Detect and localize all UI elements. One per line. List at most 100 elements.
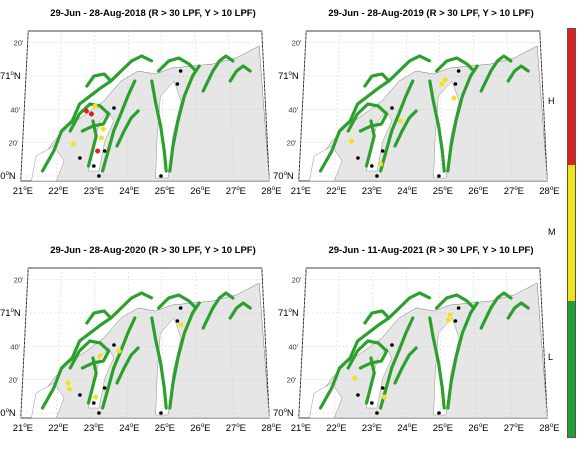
low-risk-coast — [318, 54, 432, 173]
graticule-lon — [161, 30, 163, 182]
graticule-lon — [298, 267, 307, 419]
graticule-lon — [334, 267, 340, 419]
low-risk-coast — [201, 291, 235, 330]
farm-site — [437, 174, 441, 178]
risk-marker-M — [446, 317, 452, 323]
lon-tick-label: 24oE — [397, 186, 417, 197]
lat-minor-label: 20' — [292, 276, 302, 285]
risk-marker-M — [116, 348, 122, 354]
low-risk-coast — [435, 293, 476, 310]
lon-tick-label: 28oE — [539, 423, 559, 434]
farm-site — [356, 156, 360, 160]
lon-tick-label: 26oE — [190, 186, 210, 197]
risk-marker-M — [100, 126, 106, 132]
low-risk-coast — [115, 109, 140, 148]
risk-marker-H — [88, 111, 94, 117]
risk-marker-M — [439, 81, 445, 87]
farm-site — [175, 319, 180, 323]
graticule-lon — [439, 30, 441, 182]
farm-site — [456, 306, 461, 310]
map-svg: 29-Jun - 28-Aug-2020 (R > 30 LPF, Y > 10… — [0, 245, 282, 434]
graticule-lon — [405, 267, 407, 419]
low-risk-coast — [506, 64, 530, 83]
lat-minor-label: 40' — [10, 105, 20, 114]
graticule-lon — [161, 267, 163, 419]
lat-tick-label: 70oN — [0, 171, 16, 182]
lat-minor-label: 20' — [287, 139, 297, 148]
map-panel-2019: 29-Jun - 28-Aug-2019 (R > 30 LPF, Y > 10… — [273, 4, 563, 230]
lon-tick-label: 26oE — [468, 186, 488, 197]
low-risk-coast — [168, 64, 201, 173]
graticule-lon — [539, 30, 548, 182]
panel-title: 29-Jun - 28-Aug-2019 (R > 30 LPF, Y > 10… — [328, 8, 534, 19]
farm-site — [78, 393, 82, 397]
low-risk-coast — [86, 119, 98, 168]
farm-site — [159, 174, 163, 178]
lon-tick-label: 28oE — [261, 186, 281, 197]
low-risk-coast — [115, 346, 140, 385]
lon-tick-label: 28oE — [539, 186, 559, 197]
graticule-lon — [20, 30, 29, 182]
risk-marker-M — [451, 95, 457, 101]
risk-marker-M — [93, 394, 99, 400]
farm-site — [370, 401, 374, 405]
lat-minor-label: 40' — [288, 342, 298, 351]
farm-site — [92, 401, 96, 405]
lon-tick-label: 24oE — [119, 186, 139, 197]
farm-site — [159, 411, 163, 415]
risk-marker-M — [92, 103, 98, 109]
low-risk-coast — [150, 316, 168, 410]
graticule-lon — [506, 267, 512, 419]
risk-marker-M — [67, 386, 73, 392]
graticule-lon — [472, 30, 477, 182]
lon-tick-label: 26oE — [190, 423, 210, 434]
low-risk-coast — [479, 54, 513, 93]
graticule-lon — [194, 30, 199, 182]
low-risk-coast — [446, 64, 479, 173]
lon-tick-label: 23oE — [84, 423, 104, 434]
lon-tick-label: 28oE — [261, 423, 281, 434]
farm-site — [375, 411, 379, 415]
colorbar-label-high: H — [548, 96, 555, 106]
farm-site — [380, 386, 385, 390]
lon-tick-label: 22oE — [48, 423, 68, 434]
colorbar-low — [568, 301, 575, 437]
panel-title: 29-Jun - 28-Aug-2020 (R > 30 LPF, Y > 10… — [50, 245, 256, 256]
lon-tick-label: 25oE — [155, 186, 175, 197]
map-panel-2018: 29-Jun - 28-Aug-2018 (R > 30 LPF, Y > 10… — [0, 4, 285, 230]
low-risk-coast — [40, 291, 154, 410]
lon-tick-label: 27oE — [226, 423, 246, 434]
farm-site — [375, 174, 379, 178]
lat-tick-label: 71oN — [0, 308, 21, 319]
lon-tick-label: 21oE — [291, 186, 311, 197]
graticule-lon — [228, 267, 234, 419]
low-risk-coast — [318, 291, 432, 410]
low-risk-coast — [85, 309, 113, 325]
farm-site — [356, 393, 360, 397]
low-risk-coast — [40, 54, 154, 173]
risk-colorbar — [567, 28, 576, 438]
lat-tick-label: 71oN — [278, 71, 299, 82]
graticule-lon — [261, 30, 270, 182]
farm-site — [437, 411, 441, 415]
map-panel-2021: 29-Jun - 11-Aug-2021 (R > 30 LPF, Y > 10… — [273, 241, 563, 467]
low-risk-coast — [101, 316, 137, 410]
lat-minor-label: 20' — [9, 139, 19, 148]
lon-tick-label: 21oE — [13, 423, 33, 434]
colorbar-medium — [568, 165, 575, 302]
map-svg: 29-Jun - 28-Aug-2019 (R > 30 LPF, Y > 10… — [273, 8, 560, 197]
low-risk-coast — [363, 309, 391, 325]
lat-minor-label: 20' — [9, 376, 19, 385]
graticule-lon — [20, 267, 29, 419]
lon-tick-label: 26oE — [468, 423, 488, 434]
lon-tick-label: 27oE — [504, 186, 524, 197]
lat-tick-label: 70oN — [273, 408, 294, 419]
lon-tick-label: 21oE — [291, 423, 311, 434]
lat-minor-label: 40' — [10, 342, 20, 351]
low-risk-coast — [201, 54, 235, 93]
graticule-lon — [127, 30, 129, 182]
low-risk-coast — [393, 346, 418, 385]
graticule-lon — [539, 267, 548, 419]
lon-tick-label: 24oE — [397, 423, 417, 434]
farm-site — [390, 106, 394, 110]
